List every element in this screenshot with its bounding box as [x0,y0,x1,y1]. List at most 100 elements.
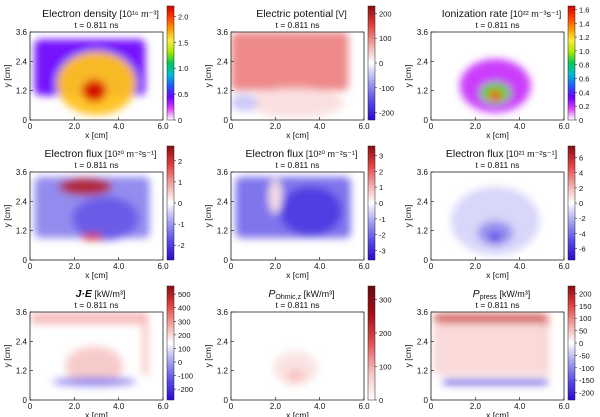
panel-time-label: t = 0.811 ns [74,300,118,310]
panel-title: Ppress [kW/m³] [473,288,531,301]
y-tick-label: 2.4 [16,197,28,206]
x-axis-label: x [cm] [85,270,108,280]
colorbar-tick-label: -2 [178,241,185,250]
x-tick-label: 6.0 [358,262,370,271]
heatmap-panel-5: Electron flux [10²⁰ m⁻²s⁻¹]t = 0.811 ns 0… [203,145,386,280]
field-blob [246,88,345,118]
y-tick-label: 0 [23,256,28,265]
y-tick-label: 3.6 [217,308,229,317]
field-layer [450,186,540,256]
colorbar-tick-label: 0 [178,199,182,208]
panel-time-label: t = 0.811 ns [74,160,118,170]
y-tick-label: 3.6 [16,308,28,317]
colorbar-tick-label: 1.4 [579,19,589,28]
x-tick-label: 0 [429,402,434,411]
y-axis-label: y [cm] [403,205,413,228]
field-blob [488,231,502,242]
field-blob [231,94,258,112]
colorbar-tick-label: 100 [379,362,392,371]
y-tick-label: 0 [224,116,229,125]
x-tick-label: 0 [429,122,434,131]
x-axis-label: x [cm] [286,130,309,140]
panel-time-label: t = 0.811 ns [275,20,319,30]
x-tick-label: 4.0 [314,122,326,131]
x-tick-label: 2.0 [470,402,482,411]
field-blob [82,79,107,102]
field-blob [72,196,139,241]
colorbar-tick-label: -6 [579,245,586,254]
y-tick-label: 1.2 [16,87,28,96]
plot-frame [230,311,365,401]
x-tick-label: 0 [229,122,234,131]
x-tick-label: 4.0 [314,262,326,271]
y-tick-label: 3.6 [417,308,429,317]
field-blob [80,233,104,241]
colorbar-tick-label: 0.8 [579,61,589,70]
colorbar-tick-label: -1 [379,215,386,224]
x-tick-label: 4.0 [514,122,526,131]
heatmap-panel-2: Electric potential [V]t = 0.811 ns 0 2.0 4.… [203,5,394,140]
y-axis-label: y [cm] [203,65,213,88]
colorbar-tick-label: 2 [579,184,583,193]
panel-title: Electron density [10¹⁶ m⁻³] [42,8,159,20]
colorbar-tick-label: 1.2 [579,33,589,42]
colorbar-tick-label: 0 [379,396,383,405]
field-blob [65,346,124,386]
x-axis-label: x [cm] [85,130,108,140]
x-tick-label: 0 [429,262,434,271]
y-axis-label: y [cm] [2,65,12,88]
colorbar-tick-label: 300 [379,295,392,304]
y-tick-label: 3.6 [217,168,229,177]
field-layer [235,176,351,238]
y-axis-label: y [cm] [2,205,12,228]
colorbar-tick-label: 200 [579,289,592,298]
y-tick-label: 2.4 [417,57,429,66]
colorbar [367,285,376,401]
heatmap-panel-9: Ppress [kW/m³]t = 0.811 ns 0 2.0 4.0 6.0 0 1.2… [403,285,594,417]
colorbar-tick-label: 0.5 [178,90,188,99]
x-tick-label: 4.0 [113,262,125,271]
plot-frame [230,31,365,121]
colorbar-tick-label: -2 [379,231,386,240]
heatmap-panel-4: Electron flux [10²⁰ m⁻²s⁻¹]t = 0.811 ns 0… [2,145,185,280]
field-blob [52,377,137,387]
colorbar [166,5,175,121]
colorbar-tick-label: -100 [579,364,594,373]
plot-frame [230,171,365,261]
x-tick-label: 2.0 [69,402,81,411]
panel-time-label: t = 0.811 ns [475,300,519,310]
plot-frame [430,31,565,121]
colorbar-tick-label: 1.5 [178,38,188,47]
colorbar-tick-label: 150 [579,302,592,311]
y-tick-label: 3.6 [16,168,28,177]
x-tick-label: 0 [28,402,33,411]
panel-title: Electron flux [10²¹ m⁻²s⁻¹] [446,148,557,160]
colorbar-tick-label: 1.0 [178,64,188,73]
y-axis-label: y [cm] [203,345,213,368]
colorbar-tick-label: 100 [579,314,592,323]
colorbar-tick-label: 0.2 [579,102,589,111]
colorbar-tick-label: 200 [379,9,392,18]
x-axis-label: x [cm] [486,270,509,280]
y-tick-label: 3.6 [16,28,28,37]
y-tick-label: 2.4 [16,337,28,346]
field-region [30,312,148,325]
x-axis-label: x [cm] [286,270,309,280]
colorbar-tick-label: -100 [178,372,193,381]
y-tick-label: 0 [424,116,429,125]
field-blob [273,351,318,386]
colorbar-tick-label: 4 [579,169,583,178]
heatmap-panel-3: Ionization rate [10²² m⁻³s⁻¹]t = 0.811 n… [403,5,589,140]
x-tick-label: 2.0 [270,262,282,271]
panel-title: Ionization rate [10²² m⁻³s⁻¹] [442,8,561,20]
colorbar-tick-label: 1.0 [579,47,589,56]
y-tick-label: 2.4 [417,337,429,346]
x-tick-label: 6.0 [558,402,570,411]
panel-time-label: t = 0.811 ns [275,160,319,170]
x-tick-label: 6.0 [157,262,169,271]
x-tick-label: 4.0 [113,122,125,131]
field-layer [459,58,531,113]
colorbar [367,145,376,261]
field-region [433,323,549,376]
